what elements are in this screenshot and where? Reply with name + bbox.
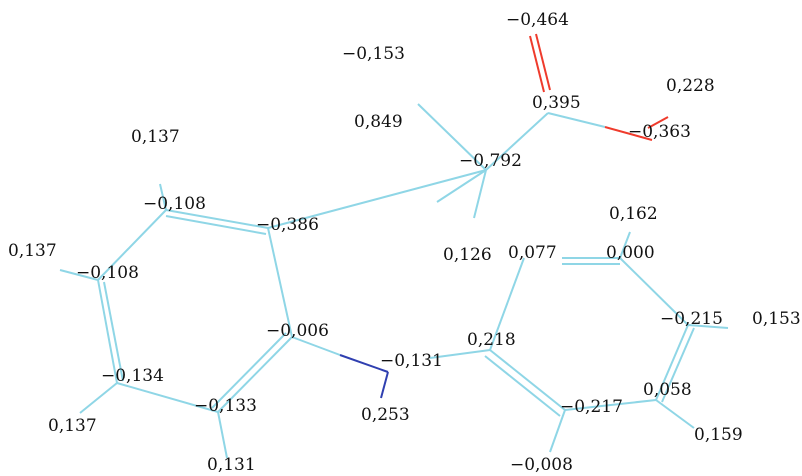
charge-o-carbonyl: −0,464	[506, 10, 569, 30]
bond-ring2-e-h	[655, 399, 695, 429]
charge-c-ring2-c: −0,215	[660, 309, 723, 329]
nitrogen-bonds	[339, 354, 389, 399]
charge-c-ring1-f: −0,133	[194, 396, 257, 416]
bond-alpha-h-low	[436, 169, 487, 203]
bond-ring2-bc	[619, 257, 689, 326]
bond-ring2-c-h	[687, 324, 729, 329]
bond-c-n-left	[339, 354, 389, 373]
bond-ring1-d-n	[291, 336, 341, 356]
bond-ring2-ce-2	[661, 327, 695, 403]
charge-h-ring2-e: 0,159	[694, 425, 743, 445]
charge-h-ch-top: 0,849	[354, 112, 403, 132]
charge-h-ring2-c: 0,153	[752, 309, 801, 329]
charge-h-ring2-top: 0,162	[609, 204, 658, 224]
bond-ring1-c-h	[59, 269, 99, 281]
charge-h-ring1-a: 0,137	[131, 127, 180, 147]
bond-ring2-da	[489, 257, 525, 351]
charge-n-amine: −0,131	[380, 351, 443, 371]
bond-ring1-ce-2	[103, 281, 124, 382]
bond-ring1-ef	[116, 382, 219, 413]
bond-alpha-ring1	[267, 169, 487, 229]
charge-c-ring1-a: −0,108	[143, 194, 206, 214]
charge-c-ring2-b: 0,000	[606, 243, 655, 263]
charge-h-ring2-f: −0,008	[510, 455, 573, 475]
bond-n-h	[380, 371, 389, 399]
bond-ring1-a-h	[159, 183, 167, 211]
bond-ring1-ab-1	[165, 209, 269, 229]
charge-h-alpha: 0,126	[443, 245, 492, 265]
charge-labels: −0,464 −0,153 0,228 0,395 0,849 −0,363 0…	[8, 10, 801, 475]
bond-ring2-fd-1	[489, 349, 566, 411]
charge-h-ring1-f: 0,131	[207, 455, 256, 475]
bond-carboxyl-alpha	[485, 112, 549, 171]
bond-ring1-ab-2	[165, 215, 267, 235]
charge-h-ring1-e: 0,137	[48, 416, 97, 436]
bond-ring1-ce-1	[97, 279, 118, 384]
charge-c-methyl-h: −0,153	[342, 44, 405, 64]
charge-c-ring2-a: 0,077	[508, 243, 557, 263]
bond-carboxyl-oh-c	[547, 112, 606, 128]
bond-ring2-b-h	[619, 231, 631, 259]
bond-ring1-fd-1	[217, 336, 293, 413]
bond-ring2-ef	[564, 399, 657, 411]
bond-n-ring2	[429, 349, 491, 359]
bond-ring1-e-h	[79, 382, 118, 414]
bond-ring2-f-h	[549, 409, 566, 453]
charge-c-ring1-c: −0,108	[76, 263, 139, 283]
bond-o-h	[647, 116, 669, 129]
charge-c-carboxyl: 0,395	[532, 93, 581, 113]
charge-c-alpha: −0,792	[459, 151, 522, 171]
charge-c-ring2-e: 0,058	[643, 380, 692, 400]
bond-ring2-ce-1	[655, 324, 689, 401]
bond-co-double-2	[535, 33, 551, 91]
charge-c-ring1-e: −0,134	[101, 366, 164, 386]
charge-h-amine: 0,253	[361, 405, 410, 425]
bond-alpha-h-top	[417, 103, 487, 171]
carbon-bonds	[59, 103, 729, 459]
bond-ring1-f-h	[217, 411, 228, 459]
oxygen-bonds	[529, 33, 669, 141]
charge-h-oh: 0,228	[666, 76, 715, 96]
bond-alpha-down	[473, 169, 487, 219]
charge-o-hydroxyl: −0,363	[628, 122, 691, 142]
bond-ring1-a-c	[97, 209, 167, 281]
bond-ring1-fd-2	[211, 332, 287, 409]
charge-h-ring1-b: 0,137	[8, 241, 57, 261]
charge-c-ring2-f: −0,217	[560, 397, 623, 417]
bond-ring1-db	[267, 227, 293, 338]
charge-c-ring1-b: −0,386	[256, 215, 319, 235]
charge-c-ring1-d: −0,006	[266, 321, 329, 341]
charge-c-ring2-d: 0,218	[467, 330, 516, 350]
bond-c-oh	[604, 126, 653, 141]
bond-ring2-fd-2	[484, 355, 561, 417]
bond-co-double-1	[529, 35, 545, 93]
